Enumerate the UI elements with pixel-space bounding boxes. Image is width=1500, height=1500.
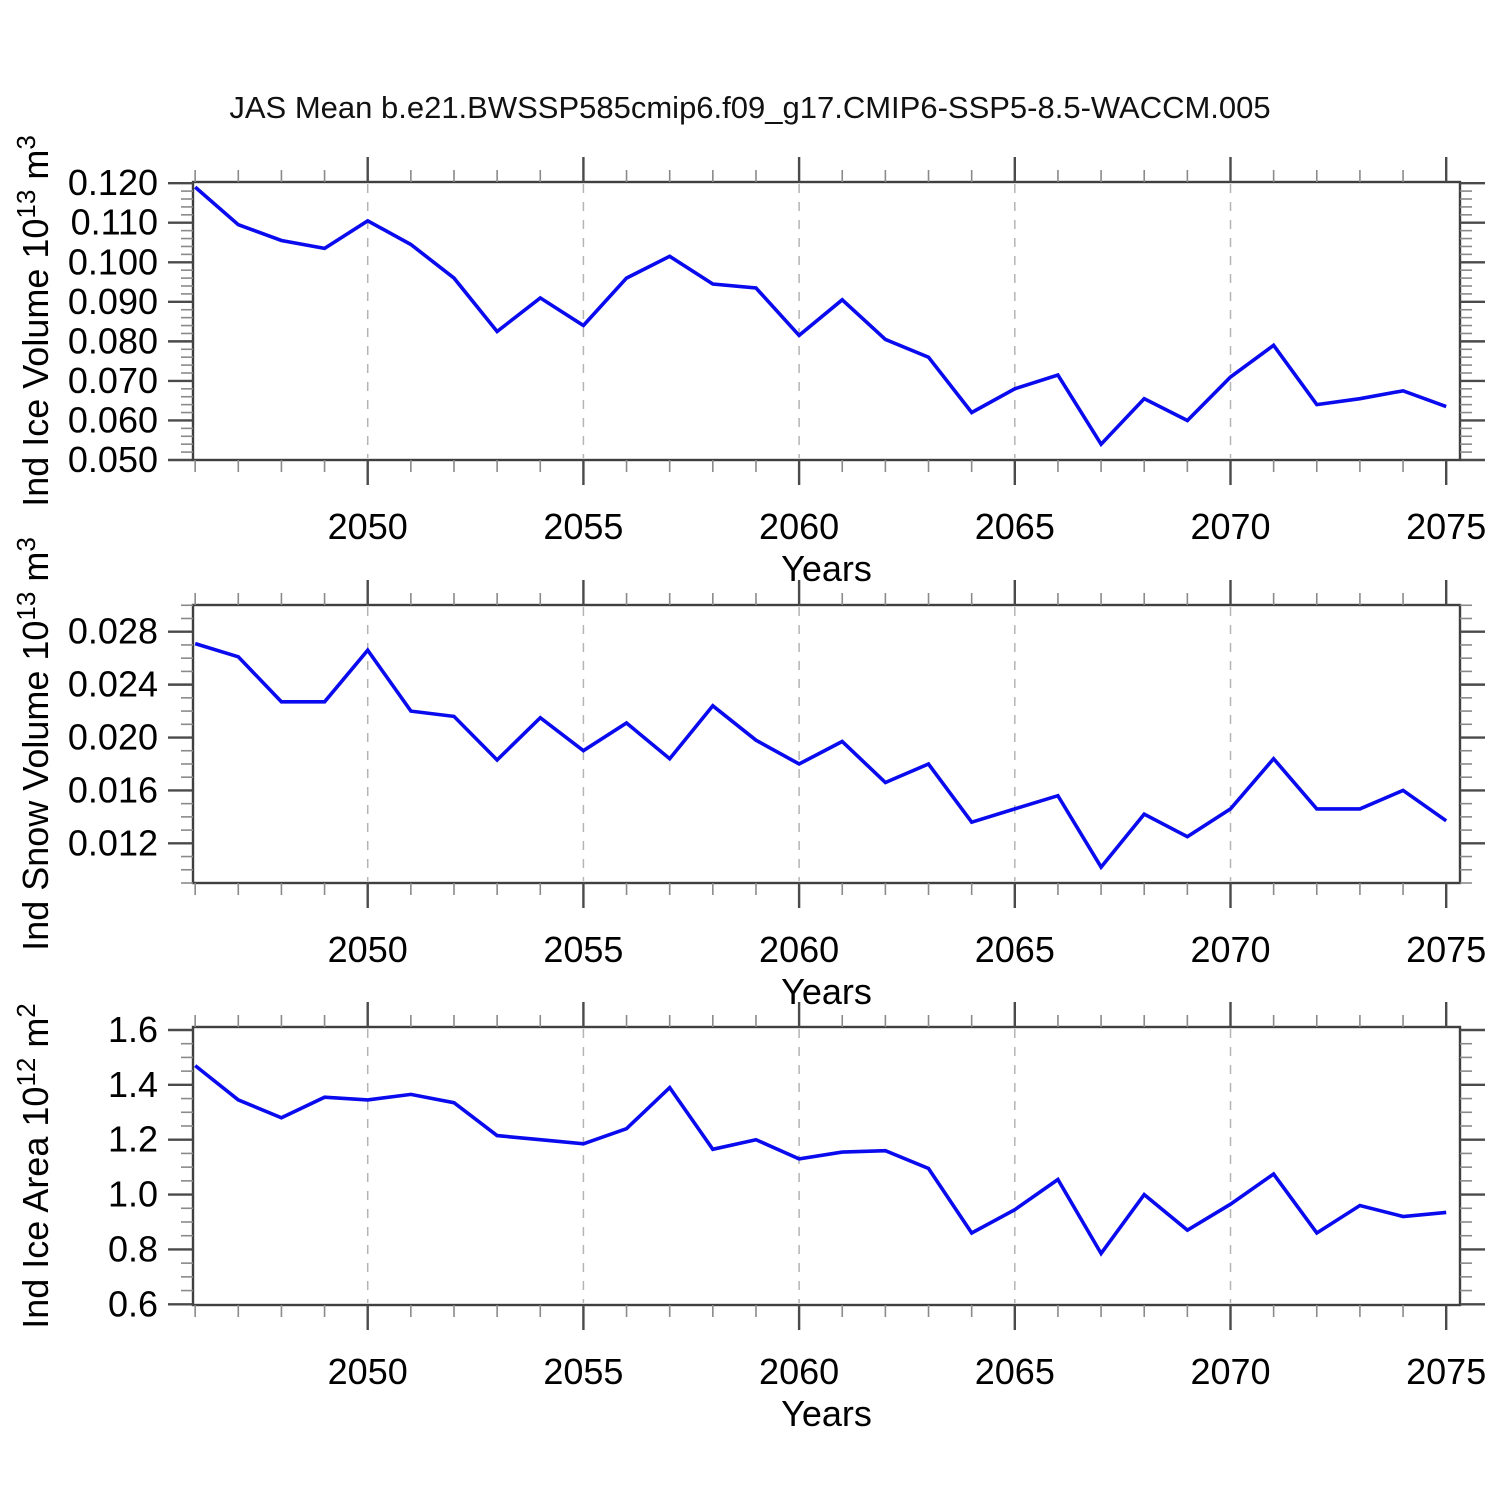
- figure-title: JAS Mean b.e21.BWSSP585cmip6.f09_g17.CMI…: [229, 90, 1271, 125]
- y-axis-title-text: m: [15, 1018, 56, 1058]
- x-tick-label: 2070: [1190, 1351, 1270, 1392]
- y-axis-title: Ind Ice Volume 1013 m3: [11, 135, 56, 507]
- y-tick-label: 1.0: [108, 1174, 158, 1215]
- y-axis-title-sup: 13: [11, 190, 41, 219]
- y-tick-label: 1.6: [108, 1009, 158, 1050]
- y-axis-title-text: Ind Snow Volume 10: [15, 621, 56, 951]
- y-tick-label: 1.2: [108, 1119, 158, 1160]
- x-tick-label: 2055: [543, 929, 623, 970]
- ice-volume-line: [194, 185, 1447, 448]
- x-tick-label: 2050: [328, 1351, 408, 1392]
- y-axis-title-sup: 2: [11, 1003, 41, 1017]
- y-tick-label: 0.110: [71, 202, 158, 243]
- plot-frame: [191, 603, 1462, 885]
- x-tick-label: 2070: [1190, 929, 1270, 970]
- y-tick-label: 1.4: [108, 1064, 158, 1105]
- x-tick-label: 2075: [1406, 1351, 1486, 1392]
- snow-volume-panel: 2050 2055 2060 2065 2070 2075 Years 0.012 0.016 0…: [11, 537, 1486, 1012]
- y-axis-title-text: m: [15, 150, 56, 190]
- x-tick-label: 2060: [759, 506, 839, 547]
- y-tick-label: 0.080: [68, 320, 158, 361]
- x-tick-label: 2055: [543, 506, 623, 547]
- y-axis-title-sup: 3: [11, 135, 41, 149]
- x-tick-label: 2075: [1406, 929, 1486, 970]
- ice-volume-panel: 2050 2055 2060 2065 2070 2075Years0.0500.0600…: [11, 135, 1486, 589]
- ice-area-line: [194, 1064, 1447, 1257]
- plot-frame: [191, 1025, 1462, 1307]
- x-tick-label: 2075: [1406, 506, 1486, 547]
- x-tick-label: 2070: [1190, 506, 1270, 547]
- x-tick-label: 2055: [543, 1351, 623, 1392]
- x-axis-title: Years: [781, 1393, 872, 1434]
- y-tick-label: 0.050: [68, 439, 158, 480]
- x-tick-label: 2060: [759, 1351, 839, 1392]
- y-tick-label: 0.6: [108, 1283, 158, 1324]
- ice-area-panel: 2050 2055 2060 2065 2070 2075 Years 0.6 0.8 1.0 1.…: [11, 1002, 1486, 1434]
- x-tick-label: 2050: [328, 506, 408, 547]
- y-tick-label: 0.070: [68, 360, 158, 401]
- x-axis-title: Years: [781, 971, 872, 1012]
- x-tick-label: 2065: [975, 929, 1055, 970]
- y-axis-title: Ind Snow Volume 1013 m3: [11, 537, 56, 951]
- y-axis-title-text: m: [15, 552, 56, 592]
- x-axis-title: Years: [781, 548, 872, 589]
- y-tick-label: 0.8: [108, 1228, 158, 1269]
- y-tick-label: 0.120: [68, 162, 158, 203]
- x-tick-label: 2060: [759, 929, 839, 970]
- y-axis-title-text: Ind Ice Area 10: [15, 1087, 56, 1329]
- x-tick-label: 2050: [328, 929, 408, 970]
- y-tick-label: 0.012: [68, 822, 158, 863]
- y-tick-label: 0.090: [68, 281, 158, 322]
- x-tick-label: 2065: [975, 506, 1055, 547]
- y-tick-label: 0.024: [68, 664, 158, 705]
- snow-volume-line: [194, 641, 1448, 871]
- plot-frame: [191, 180, 1462, 462]
- y-tick-label: 0.060: [68, 399, 158, 440]
- y-axis-title-text: Ind Ice Volume 10: [15, 219, 56, 507]
- y-axis-title-sup: 12: [11, 1058, 41, 1087]
- y-axis-title-sup: 13: [11, 592, 41, 621]
- y-tick-label: 0.100: [68, 241, 158, 282]
- y-tick-label: 0.016: [68, 769, 158, 810]
- y-tick-label: 0.028: [68, 611, 158, 652]
- y-axis-title-sup: 3: [11, 537, 41, 551]
- y-tick-label: 0.020: [68, 717, 158, 758]
- y-axis-title: Ind Ice Area 1012 m2: [11, 1003, 56, 1329]
- x-tick-label: 2065: [975, 1351, 1055, 1392]
